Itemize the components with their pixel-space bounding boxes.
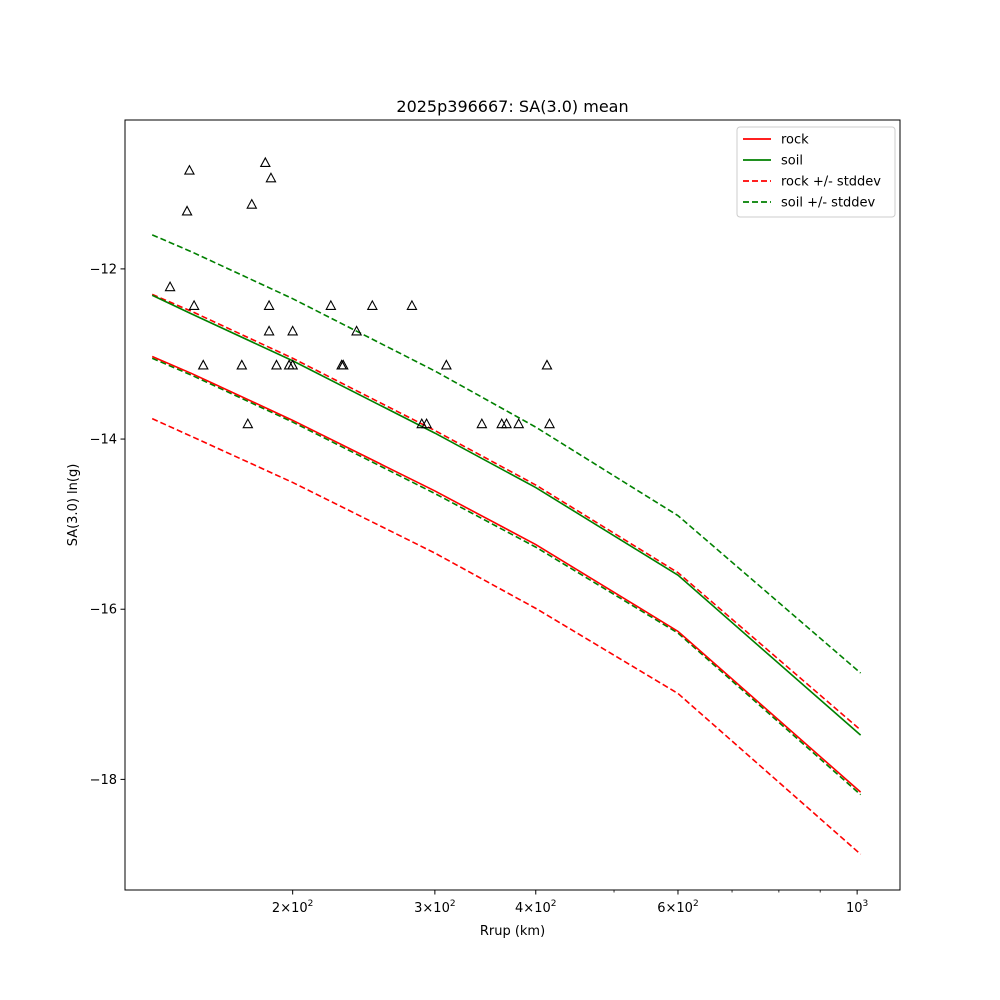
x-tick-label: 6×102 <box>657 899 698 916</box>
observation-point <box>270 359 283 370</box>
observation-point <box>287 359 299 370</box>
x-tick-label-base: 3×10 <box>414 901 450 916</box>
legend-label: soil <box>781 154 803 169</box>
observation-point <box>476 417 488 429</box>
x-tick-label-exponent: 3 <box>863 899 869 909</box>
observation-point <box>183 164 195 175</box>
y-axis: −12 −14 −16 −18 <box>90 262 125 788</box>
x-tick-label: 4×102 <box>515 899 556 916</box>
y-tick-label: −16 <box>90 603 117 618</box>
observation-point <box>366 299 378 310</box>
observation-point <box>351 325 363 336</box>
observation-point <box>337 359 349 370</box>
observation-point <box>421 417 433 429</box>
series-rock-line <box>151 355 862 793</box>
observation-point <box>287 325 299 336</box>
x-tick-label-exponent: 2 <box>450 899 456 909</box>
x-tick-label-exponent: 2 <box>551 899 557 909</box>
x-tick-label-base: 2×10 <box>272 901 308 916</box>
plot-area <box>124 119 901 891</box>
observation-point <box>440 359 452 370</box>
observation-point <box>164 281 176 292</box>
x-tick-label-base: 4×10 <box>515 901 551 916</box>
observation-point <box>263 325 275 336</box>
y-tick-label: −12 <box>90 262 117 277</box>
y-tick-label: −14 <box>90 433 117 448</box>
observation-point <box>541 359 553 370</box>
observation-point <box>188 299 200 310</box>
observation-point <box>543 417 556 429</box>
observation-point <box>246 198 258 209</box>
x-axis: 2×102 3×102 4×102 6×102 103 <box>272 890 868 916</box>
legend: rock soil rock +/- stddev soil +/- stddev <box>736 126 896 218</box>
legend-label: rock <box>781 133 809 148</box>
x-axis-label: Rrup (km) <box>480 924 545 939</box>
series-soil-line <box>151 294 862 736</box>
legend-label: soil +/- stddev <box>781 196 876 211</box>
observation-point <box>406 299 418 310</box>
y-axis-label: SA(3.0) ln(g) <box>66 464 81 547</box>
legend-label: rock +/- stddev <box>781 175 881 190</box>
x-tick-label-base: 6×10 <box>657 901 693 916</box>
legend-box <box>736 126 896 218</box>
observation-point <box>325 299 337 310</box>
x-tick-label-exponent: 2 <box>693 899 699 909</box>
observation-point <box>181 205 193 216</box>
observation-point <box>197 359 209 370</box>
chart-title: 2025p396667: SA(3.0) mean <box>396 97 628 116</box>
x-tick-label-base: 10 <box>846 901 863 916</box>
observation-point <box>259 156 271 168</box>
observation-point <box>265 172 277 183</box>
x-tick-label-exponent: 2 <box>308 899 314 909</box>
observation-point <box>263 299 275 310</box>
x-tick-label: 103 <box>846 899 868 916</box>
y-tick-label: −18 <box>90 773 117 788</box>
observation-point <box>500 417 513 429</box>
plot-frame <box>124 119 901 891</box>
observation-point <box>513 417 525 429</box>
observations-layer <box>164 156 556 429</box>
observation-point <box>242 417 254 429</box>
series-soil-stddev-upper-line <box>151 234 862 674</box>
observation-point <box>236 359 248 370</box>
series-rock-stddev-upper-line <box>151 293 862 731</box>
x-tick-label: 2×102 <box>272 899 313 916</box>
x-tick-label: 3×102 <box>414 899 455 916</box>
series-layer <box>151 234 862 855</box>
